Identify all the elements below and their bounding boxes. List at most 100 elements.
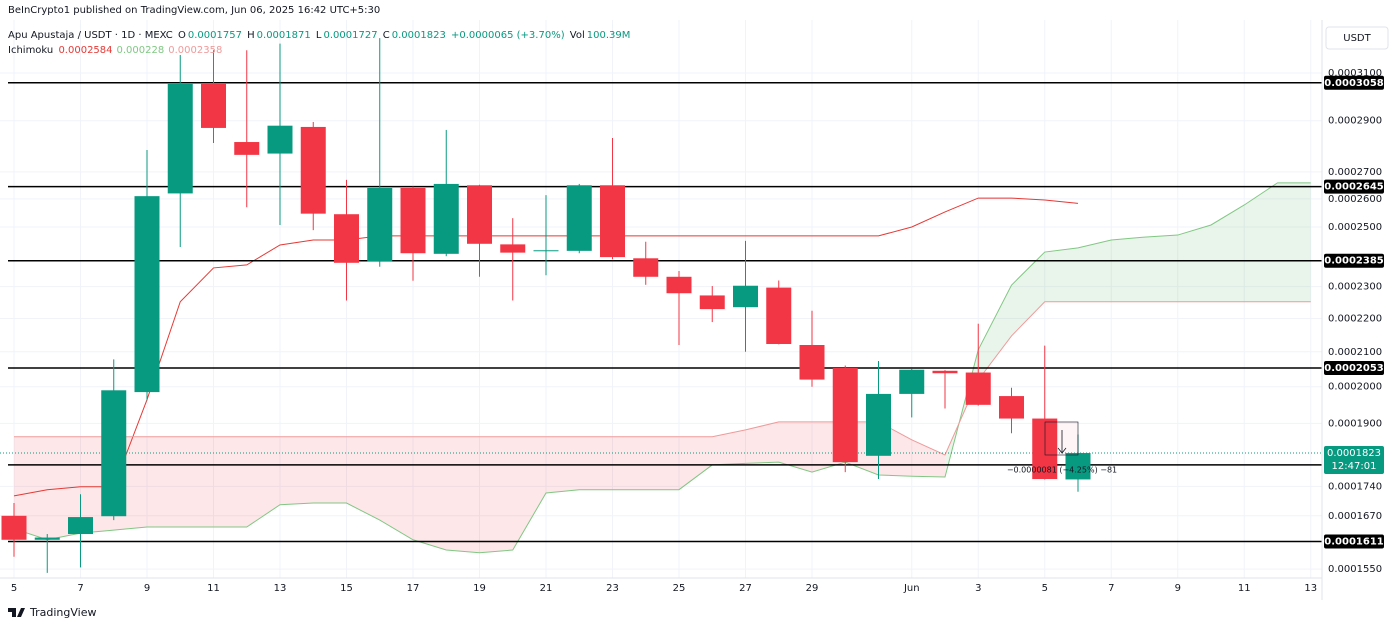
level-badge — [1324, 360, 1384, 375]
candle-body — [965, 372, 991, 405]
candle-body — [34, 537, 60, 540]
level-label: 0.0001611 — [1324, 537, 1384, 548]
x-tick-label: 7 — [1108, 583, 1114, 594]
measure-arrowhead — [1057, 447, 1067, 454]
cloud-segment — [978, 285, 1012, 380]
indicator-values: 0.0002584 0.000228 0.0002358 — [58, 45, 226, 56]
indicator-value: 0.0002358 — [168, 45, 223, 56]
x-tick-label: 15 — [340, 583, 353, 594]
ohlc-value: 0.0001757 — [187, 30, 242, 41]
candle-body — [433, 183, 459, 254]
level-badge — [1324, 534, 1384, 549]
measure-label: −0.0000081 (−4.25%) −81 — [1007, 466, 1117, 475]
cloud-segment — [413, 436, 447, 551]
candle-body — [134, 196, 160, 393]
last-price-badge — [1324, 446, 1384, 475]
change: +0.0000065 (+3.70%) — [451, 30, 565, 41]
measure-tool: −0.0000081 (−4.25%) −81 — [1007, 421, 1117, 475]
x-tick-label: 13 — [1304, 583, 1317, 594]
level-label: 0.0002385 — [1324, 256, 1384, 267]
candle-body — [832, 367, 858, 463]
x-tick-label: 27 — [739, 583, 752, 594]
candle-body — [467, 185, 492, 244]
x-tick-label: 5 — [1042, 583, 1048, 594]
brand-logo: TradingView — [8, 606, 96, 619]
candle-body — [101, 390, 127, 517]
x-tick-label: 25 — [673, 583, 686, 594]
candle-body — [533, 250, 559, 252]
x-tick-label: 3 — [975, 583, 981, 594]
candle-body — [999, 396, 1024, 419]
candle-body — [267, 125, 293, 154]
published-line: BeInCrypto1 published on TradingView.com… — [8, 5, 382, 16]
cloud-segment — [712, 429, 746, 465]
cloud-segment — [1111, 237, 1145, 302]
y-tick-label: 0.0002700 — [1328, 167, 1382, 178]
logo-icon — [8, 608, 25, 617]
candle-body — [300, 126, 326, 214]
ohlc-key: O — [177, 30, 186, 41]
ohlc-key: L — [315, 30, 322, 41]
cloud-segment — [313, 436, 347, 504]
candle-body — [566, 185, 592, 251]
last-price-label: 0.0001823 — [1327, 448, 1381, 459]
candle-body — [633, 258, 659, 277]
cloud-segment — [1144, 235, 1178, 302]
cloud-segment — [579, 436, 613, 490]
level-label: 0.0002645 — [1324, 182, 1384, 193]
candle-body — [367, 187, 393, 262]
cloud-segment — [280, 436, 314, 505]
candle-body — [932, 370, 958, 374]
y-tick-label: 0.0002000 — [1328, 382, 1382, 393]
cloud-segment — [147, 436, 181, 528]
x-tick-label: 21 — [540, 583, 553, 594]
ohlc-value: 0.0001823 — [391, 30, 446, 41]
currency-label: USDT — [1343, 33, 1371, 44]
indicator-value: 0.000228 — [116, 45, 165, 56]
x-tick-label: 11 — [1238, 583, 1251, 594]
measure-box — [1044, 421, 1079, 456]
indicator-line — [13, 182, 1311, 554]
x-tick-label: 23 — [606, 583, 619, 594]
indicator-name: Ichimoku — [8, 45, 54, 56]
ohlc-value: 0.0001871 — [256, 30, 311, 41]
x-tick-label: 5 — [11, 583, 17, 594]
x-tick-label: 19 — [473, 583, 486, 594]
cloud-segment — [1011, 252, 1045, 336]
countdown-label: 12:47:01 — [1332, 461, 1377, 472]
cloud-segment — [778, 421, 812, 473]
indicator-line: Ichimoku 0.0002584 0.000228 0.0002358 — [8, 45, 228, 56]
y-tick-label: 0.0003100 — [1328, 68, 1382, 79]
cloud-segment — [446, 436, 480, 553]
x-tick-label: 13 — [274, 583, 287, 594]
y-tick-label: 0.0002200 — [1328, 313, 1382, 324]
cloud-segment — [346, 436, 380, 521]
ohlc-key: C — [382, 30, 390, 41]
candle-body — [400, 187, 426, 254]
cloud-segment — [1277, 182, 1311, 302]
cloud-segment — [1244, 182, 1278, 302]
currency-button[interactable] — [1325, 26, 1389, 50]
x-tick-label: Jun — [903, 583, 920, 594]
candle-body — [201, 83, 226, 128]
x-tick-label: 9 — [1175, 583, 1181, 594]
candle-body — [666, 276, 692, 294]
volume-value: 100.39M — [586, 30, 631, 41]
cloud-segment — [612, 436, 646, 490]
candle-body — [500, 244, 526, 253]
candle-body — [799, 345, 825, 380]
volume-key: Vol — [569, 30, 585, 41]
cloud-segment — [180, 436, 214, 528]
level-label: 0.0002053 — [1324, 363, 1384, 374]
cloud-segment — [679, 436, 713, 490]
cloud-segment — [14, 436, 48, 540]
x-tick-label: 7 — [77, 583, 83, 594]
y-tick-label: 0.0001740 — [1328, 481, 1382, 492]
symbol-line: Apu Apustaja / USDT · 1D · MEXC O 0.00017… — [8, 30, 632, 41]
candle-body — [733, 285, 758, 308]
candle-body — [899, 369, 925, 394]
cloud-segment — [379, 436, 413, 540]
cloud-segment — [1177, 224, 1211, 302]
